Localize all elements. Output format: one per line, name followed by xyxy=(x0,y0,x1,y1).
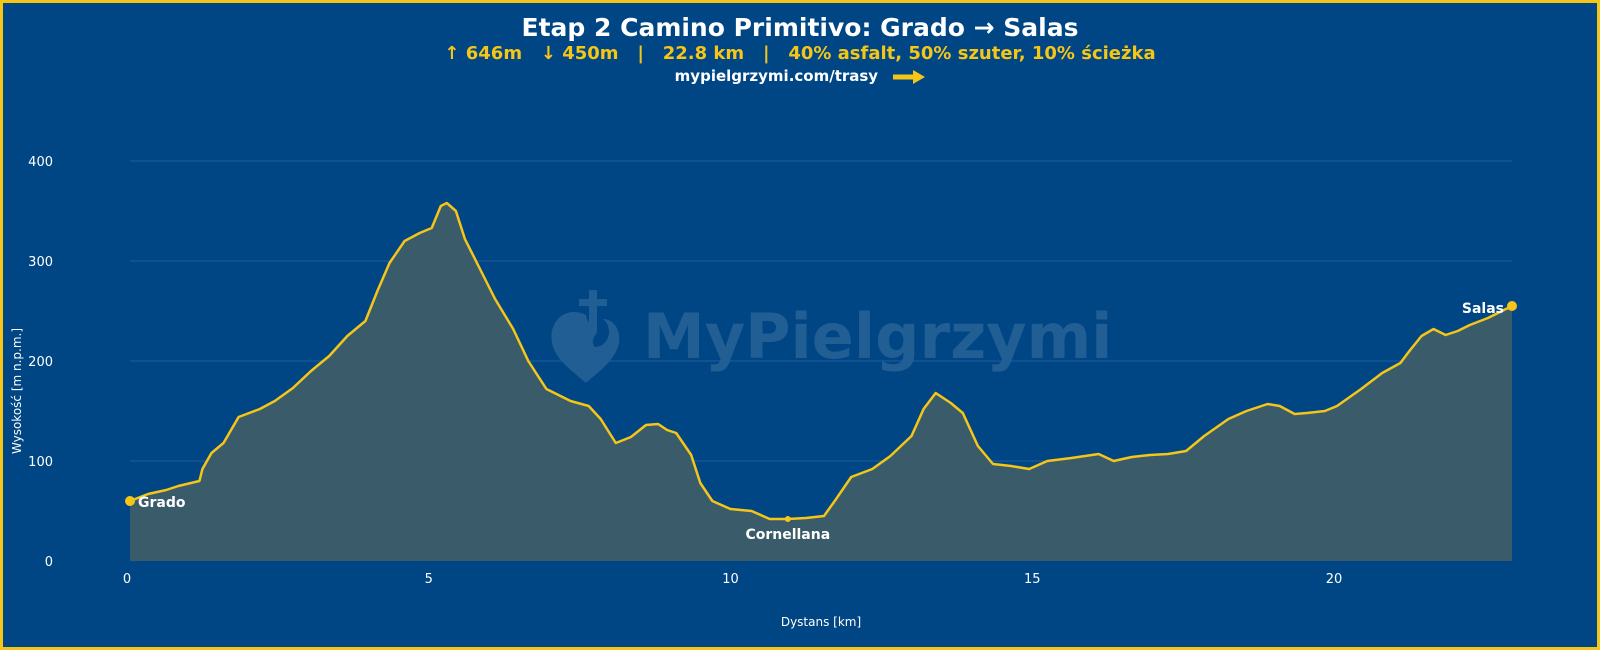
x-tick-label: 5 xyxy=(425,572,433,587)
website-link[interactable]: mypielgrzymi.com/trasy xyxy=(674,67,879,85)
elevation-chart: MyPielgrzymi 0 100 200 300 400 0 5 10 15 20 Wyso… xyxy=(10,155,1517,629)
waypoint-marker xyxy=(1507,301,1517,311)
elevation-area xyxy=(130,203,1512,561)
elevation-area-layer xyxy=(129,201,1513,561)
y-axis: 0 100 200 300 400 xyxy=(28,155,53,570)
watermark: MyPielgrzymi xyxy=(551,290,1112,383)
y-tick-label: 400 xyxy=(28,155,53,170)
chart-title: Etap 2 Camino Primitivo: Grado → Salas xyxy=(521,13,1079,42)
waypoint-marker xyxy=(784,516,791,522)
waypoint-label: Cornellana xyxy=(745,527,830,543)
x-tick-label: 0 xyxy=(123,572,131,587)
waypoint-label: Salas xyxy=(1462,301,1504,317)
route-stats: ↑ 646m ↓ 450m | 22.8 km | 40% asfalt, 50… xyxy=(444,43,1156,64)
x-axis: 0 5 10 15 20 xyxy=(123,572,1342,587)
elevation-line xyxy=(129,201,1513,521)
y-tick-label: 0 xyxy=(45,555,53,570)
heart-cross-logo-icon xyxy=(551,290,620,383)
x-tick-label: 20 xyxy=(1326,572,1343,587)
y-tick-label: 100 xyxy=(28,455,53,470)
waypoint-label: Grado xyxy=(138,495,186,511)
watermark-text: MyPielgrzymi xyxy=(643,300,1112,373)
y-axis-label: Wysokość [m n.p.m.] xyxy=(10,328,24,454)
x-tick-label: 15 xyxy=(1024,572,1041,587)
waypoint-markers: Grado Cornellana Salas xyxy=(125,301,1517,543)
waypoint-marker xyxy=(125,496,135,506)
x-tick-label: 10 xyxy=(722,572,739,587)
arrow-right-icon xyxy=(893,69,926,84)
y-tick-label: 300 xyxy=(28,255,53,270)
link-row: mypielgrzymi.com/trasy xyxy=(3,67,1597,85)
y-tick-label: 200 xyxy=(28,355,53,370)
x-axis-label: Dystans [km] xyxy=(781,615,861,629)
